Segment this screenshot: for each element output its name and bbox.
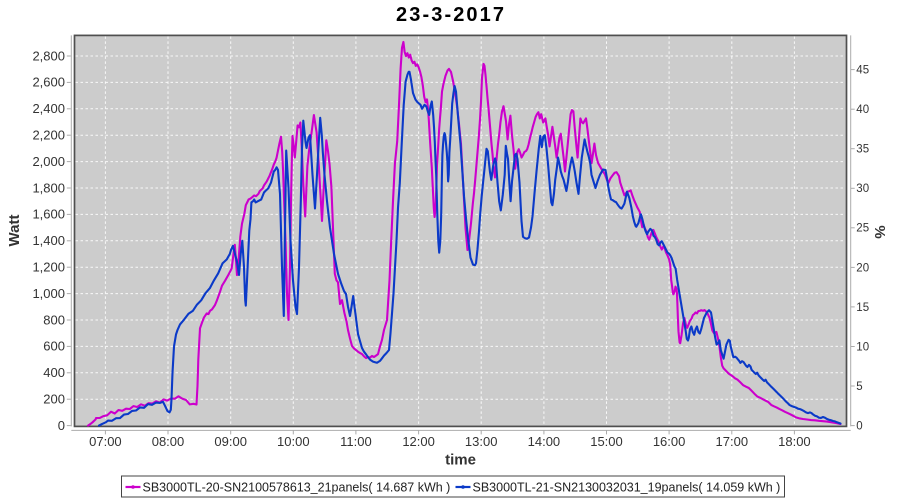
svg-text:2,200: 2,200: [32, 128, 65, 143]
svg-text:0: 0: [58, 418, 65, 433]
svg-text:09:00: 09:00: [214, 434, 247, 449]
svg-text:1,200: 1,200: [32, 260, 65, 275]
svg-text:SB3000TL-20-SN2100578613_21pan: SB3000TL-20-SN2100578613_21panels( 14.68…: [143, 480, 451, 494]
svg-text:40: 40: [856, 104, 869, 116]
svg-text:2,800: 2,800: [32, 48, 65, 63]
svg-text:08:00: 08:00: [152, 434, 185, 449]
svg-text:15:00: 15:00: [590, 434, 623, 449]
svg-text:45: 45: [856, 65, 869, 77]
svg-text:11:00: 11:00: [340, 434, 372, 449]
svg-text:18:00: 18:00: [778, 434, 811, 449]
svg-text:20: 20: [856, 262, 869, 274]
svg-text:800: 800: [43, 312, 65, 327]
svg-text:1,800: 1,800: [32, 180, 65, 195]
svg-text:200: 200: [43, 392, 65, 407]
svg-text:1,000: 1,000: [32, 286, 65, 301]
svg-text:5: 5: [856, 381, 862, 393]
svg-text:16:00: 16:00: [653, 434, 686, 449]
svg-text:0: 0: [856, 421, 862, 433]
svg-text:23-3-2017: 23-3-2017: [396, 4, 504, 26]
svg-text:17:00: 17:00: [716, 434, 749, 449]
svg-text:35: 35: [856, 144, 869, 156]
svg-text:30: 30: [856, 183, 869, 195]
svg-text:12:00: 12:00: [402, 434, 435, 449]
svg-text:SB3000TL-21-SN2130032031_19pan: SB3000TL-21-SN2130032031_19panels( 14.05…: [473, 480, 781, 494]
svg-text:2,400: 2,400: [32, 101, 65, 116]
svg-text:400: 400: [43, 365, 65, 380]
svg-text:15: 15: [856, 302, 869, 314]
svg-text:1,600: 1,600: [32, 207, 65, 222]
svg-text:10:00: 10:00: [277, 434, 310, 449]
svg-text:07:00: 07:00: [89, 434, 122, 449]
svg-text:%: %: [871, 225, 888, 238]
svg-text:1,400: 1,400: [32, 233, 65, 248]
svg-text:14:00: 14:00: [528, 434, 561, 449]
svg-text:25: 25: [856, 223, 869, 235]
svg-text:10: 10: [856, 341, 869, 353]
svg-text:600: 600: [43, 339, 65, 354]
svg-text:13:00: 13:00: [465, 434, 498, 449]
svg-text:2,600: 2,600: [32, 75, 65, 90]
svg-text:Watt: Watt: [6, 215, 23, 247]
svg-text:time: time: [445, 452, 476, 469]
svg-text:2,000: 2,000: [32, 154, 65, 169]
